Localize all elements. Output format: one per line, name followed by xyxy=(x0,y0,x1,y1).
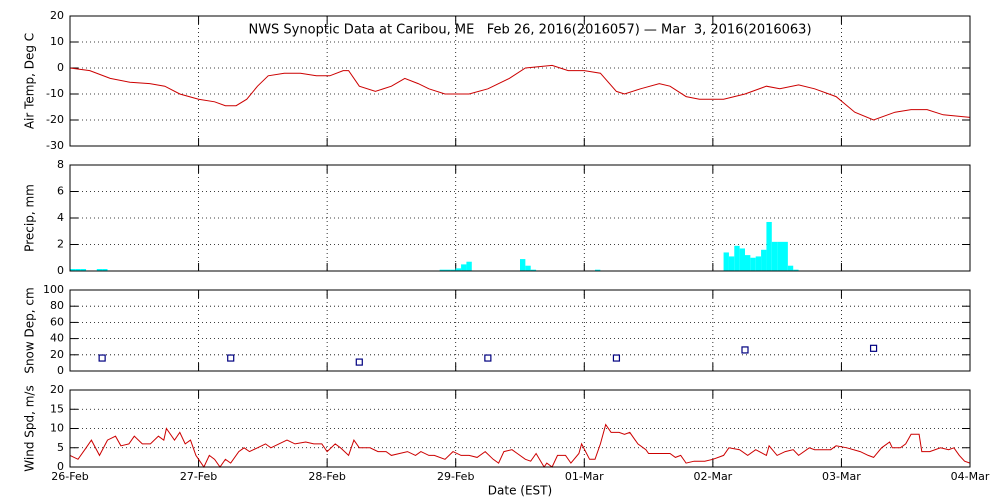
y-tick-label: 60 xyxy=(50,315,64,328)
bar xyxy=(793,269,799,271)
bar xyxy=(75,269,81,271)
panel-frame xyxy=(69,389,971,468)
y-tick-label: 0 xyxy=(57,61,64,74)
chart-title: NWS Synoptic Data at Caribou, ME Feb 26,… xyxy=(248,23,811,38)
bar xyxy=(777,241,783,271)
y-tick-label: 0 xyxy=(57,364,64,377)
bar xyxy=(445,269,451,271)
point xyxy=(741,346,749,354)
bar xyxy=(734,245,740,271)
y-tick-label: 4 xyxy=(57,211,64,224)
bar xyxy=(439,269,445,271)
bar xyxy=(728,256,735,271)
x-tick-label: 28-Feb xyxy=(308,470,345,483)
bar xyxy=(80,269,87,271)
point xyxy=(227,354,235,362)
bar xyxy=(70,269,76,271)
y-tick-label: -10 xyxy=(46,87,64,100)
bar xyxy=(787,265,794,271)
point xyxy=(612,354,621,362)
bar xyxy=(723,252,729,271)
data-line xyxy=(69,423,971,469)
y-tick-label: 0 xyxy=(57,460,64,473)
bar xyxy=(461,264,467,271)
point xyxy=(484,354,492,362)
x-tick-label: 02-Mar xyxy=(693,470,732,483)
y-tick-label: 0 xyxy=(57,264,64,277)
x-tick-label: 04-Mar xyxy=(951,470,990,483)
y-tick-label: 15 xyxy=(50,402,64,415)
x-tick-label: 26-Feb xyxy=(51,470,88,483)
bar xyxy=(595,269,601,271)
y-axis-label: Wind Spd, m/s xyxy=(23,385,37,471)
point xyxy=(98,354,106,362)
bar xyxy=(739,248,745,271)
bar xyxy=(466,261,472,271)
bar xyxy=(525,265,531,271)
y-tick-label: 20 xyxy=(50,383,64,396)
y-tick-label: 10 xyxy=(50,35,64,48)
x-tick-label: 03-Mar xyxy=(822,470,861,483)
panel-frame xyxy=(69,15,971,147)
y-tick-label: -30 xyxy=(46,139,64,152)
bar xyxy=(761,249,767,271)
point xyxy=(869,344,878,352)
y-tick-label: 20 xyxy=(50,9,64,22)
bar xyxy=(745,255,751,271)
y-tick-label: 8 xyxy=(57,158,64,171)
y-axis-label: Snow Dep, cm xyxy=(23,287,37,373)
data-line xyxy=(69,64,971,121)
bar xyxy=(750,257,756,271)
y-tick-label: 20 xyxy=(50,348,64,361)
x-tick-label: 29-Feb xyxy=(437,470,474,483)
y-tick-label: 40 xyxy=(50,332,64,345)
point xyxy=(355,358,363,366)
panel-frame xyxy=(69,289,971,372)
bar xyxy=(520,259,526,271)
y-axis-label: Air Temp, Deg C xyxy=(23,33,37,129)
y-tick-label: 10 xyxy=(50,422,64,435)
y-tick-label: 80 xyxy=(50,299,64,312)
y-tick-label: 6 xyxy=(57,185,64,198)
bar xyxy=(782,241,788,271)
bar xyxy=(450,269,456,271)
panel-frame xyxy=(69,164,971,272)
y-tick-label: 100 xyxy=(43,283,64,296)
x-tick-label: 27-Feb xyxy=(180,470,217,483)
x-tick-label: 01-Mar xyxy=(565,470,604,483)
bar xyxy=(102,269,108,271)
y-tick-label: 5 xyxy=(57,441,64,454)
bar xyxy=(96,269,103,271)
bar xyxy=(530,269,537,271)
bar xyxy=(455,268,462,271)
y-tick-label: -20 xyxy=(46,113,64,126)
bar xyxy=(771,241,778,271)
x-axis-label: Date (EST) xyxy=(488,484,552,498)
bar xyxy=(755,256,762,271)
y-axis-label: Precip, mm xyxy=(23,184,37,252)
bar xyxy=(766,221,772,271)
y-tick-label: 2 xyxy=(57,238,64,251)
